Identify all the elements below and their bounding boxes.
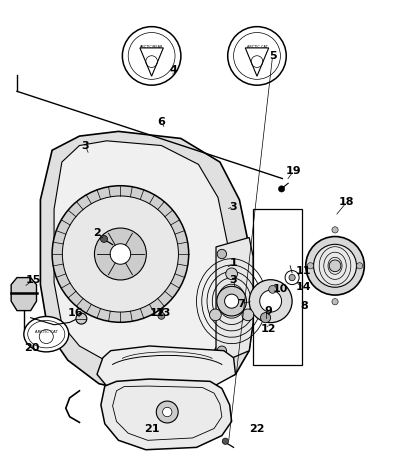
Circle shape xyxy=(269,285,277,293)
Circle shape xyxy=(285,271,299,285)
Circle shape xyxy=(122,27,181,85)
Circle shape xyxy=(332,227,338,233)
Circle shape xyxy=(110,244,130,264)
Circle shape xyxy=(289,275,295,281)
Text: 5: 5 xyxy=(269,51,276,61)
Circle shape xyxy=(52,186,189,323)
Circle shape xyxy=(62,196,178,312)
Text: 4: 4 xyxy=(169,65,177,75)
Text: 3: 3 xyxy=(230,202,237,212)
Circle shape xyxy=(332,299,338,305)
Circle shape xyxy=(306,237,364,295)
Circle shape xyxy=(158,312,165,319)
Polygon shape xyxy=(54,141,230,367)
Circle shape xyxy=(101,236,108,242)
Circle shape xyxy=(249,280,292,323)
Text: 21: 21 xyxy=(144,424,160,434)
Circle shape xyxy=(217,286,246,316)
Text: 14: 14 xyxy=(296,282,312,292)
Ellipse shape xyxy=(24,316,69,352)
Text: 12: 12 xyxy=(261,324,276,334)
Circle shape xyxy=(94,228,146,280)
Text: 20: 20 xyxy=(24,343,40,353)
Text: 9: 9 xyxy=(265,305,273,315)
Circle shape xyxy=(209,309,221,321)
Text: ARCTIC CAT: ARCTIC CAT xyxy=(35,330,58,334)
Text: 11: 11 xyxy=(296,266,312,276)
Circle shape xyxy=(217,346,226,355)
Circle shape xyxy=(156,401,178,423)
Circle shape xyxy=(260,290,281,312)
Text: 18: 18 xyxy=(339,197,354,207)
Circle shape xyxy=(76,313,87,324)
Text: 15: 15 xyxy=(26,275,41,285)
Text: 16: 16 xyxy=(68,308,83,318)
Text: 1: 1 xyxy=(230,258,237,268)
Circle shape xyxy=(163,408,172,417)
Circle shape xyxy=(217,249,226,259)
Text: 2: 2 xyxy=(93,228,101,238)
Text: 6: 6 xyxy=(158,117,165,127)
Circle shape xyxy=(224,294,239,308)
Circle shape xyxy=(314,244,356,287)
Text: 7: 7 xyxy=(237,298,245,309)
Text: 8: 8 xyxy=(300,301,308,311)
Circle shape xyxy=(222,438,228,445)
Polygon shape xyxy=(97,346,235,393)
Polygon shape xyxy=(40,132,253,396)
Circle shape xyxy=(228,27,286,85)
Polygon shape xyxy=(11,277,37,311)
Polygon shape xyxy=(101,379,231,450)
Circle shape xyxy=(226,268,237,280)
Text: ARCTIC CAT: ARCTIC CAT xyxy=(247,46,267,49)
Text: 13: 13 xyxy=(156,308,171,318)
Text: 22: 22 xyxy=(249,424,265,434)
Circle shape xyxy=(307,263,314,269)
Circle shape xyxy=(261,313,271,323)
Text: 10: 10 xyxy=(273,285,288,294)
Circle shape xyxy=(242,309,254,321)
Circle shape xyxy=(233,32,280,79)
Text: 17: 17 xyxy=(150,308,165,318)
Polygon shape xyxy=(216,238,253,365)
Text: 3: 3 xyxy=(230,275,237,285)
Circle shape xyxy=(279,186,285,192)
Text: 3: 3 xyxy=(81,141,89,151)
Circle shape xyxy=(128,32,175,79)
Text: 19: 19 xyxy=(285,166,301,177)
Circle shape xyxy=(329,260,341,272)
Ellipse shape xyxy=(28,321,65,348)
Circle shape xyxy=(356,263,363,269)
Text: ARCTIC/BEAR: ARCTIC/BEAR xyxy=(140,46,163,49)
